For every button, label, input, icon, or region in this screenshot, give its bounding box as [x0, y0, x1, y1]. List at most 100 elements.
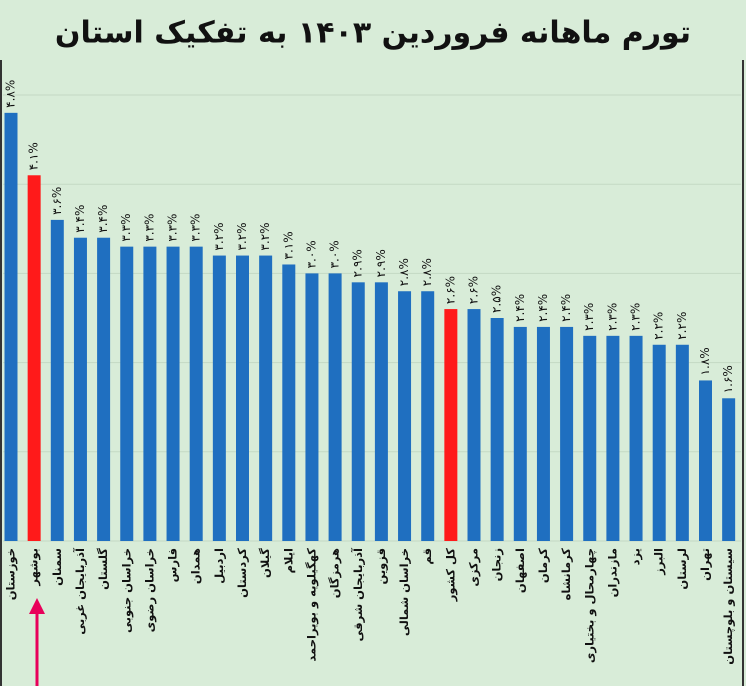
x-tick-label: خوزستان: [4, 548, 19, 600]
x-tick-label: مرکزی: [467, 548, 481, 587]
value-label: ۲.۹%: [374, 249, 388, 277]
value-label: ۱.۶%: [721, 365, 735, 393]
x-tick-label: آذربایجان غربی: [73, 547, 87, 635]
value-label: ۲.۳%: [629, 303, 643, 331]
bar: [629, 335, 643, 541]
bar: [490, 318, 504, 541]
value-label: ۳.۳%: [142, 214, 156, 242]
x-tick-label: کل کشور: [443, 548, 458, 602]
x-tick-label: فارس: [166, 548, 180, 582]
value-label: ۳.۰%: [328, 240, 342, 268]
bar: [189, 246, 203, 541]
bar: [421, 291, 435, 541]
bar: [212, 255, 226, 541]
x-tick-label: مازندران: [605, 548, 619, 597]
bar: [27, 175, 41, 541]
value-label: ۲.۸%: [397, 258, 411, 286]
value-label: ۳.۲%: [235, 222, 249, 250]
x-tick-label: خراسان شمالی: [397, 548, 411, 636]
x-tick-label: آذربایجان شرقی: [351, 547, 365, 642]
bar: [328, 273, 342, 541]
bar: [560, 326, 574, 541]
value-label: ۳.۲%: [258, 222, 272, 250]
value-label: ۳.۳%: [119, 214, 133, 242]
value-label: ۳.۶%: [50, 187, 64, 215]
x-tick-label: تهران: [698, 548, 712, 581]
bar: [652, 344, 666, 541]
value-label: ۲.۸%: [420, 258, 434, 286]
x-tick-label: گلستان: [96, 548, 110, 590]
highlight-arrow: [29, 598, 45, 686]
x-tick-label: بوشهر: [27, 548, 42, 587]
x-tick-label: لرستان: [675, 548, 689, 590]
x-tick-label: قزوین: [374, 548, 389, 585]
bar: [120, 246, 134, 541]
bar: [143, 246, 157, 541]
x-tick-label: قم: [420, 548, 434, 565]
x-tick-label: کرمانشاه: [559, 548, 573, 601]
x-tick-label: سیستان و بلوچستان: [721, 548, 736, 665]
bar: [467, 309, 481, 541]
x-tick-label: چهارمحال و بختیاری: [582, 548, 597, 663]
bar: [583, 335, 597, 541]
value-label: ۳.۲%: [212, 222, 226, 250]
bar: [675, 344, 689, 541]
x-tick-label: اصفهان: [513, 548, 527, 593]
value-label: ۲.۶%: [467, 276, 481, 304]
bar: [50, 219, 64, 541]
value-label: ۲.۴%: [513, 294, 527, 322]
value-label: ۱.۸%: [698, 347, 712, 375]
value-label: ۲.۴%: [536, 294, 550, 322]
bar: [398, 291, 412, 541]
value-label: ۳.۰%: [304, 240, 318, 268]
bar: [97, 237, 111, 541]
value-label: ۴.۱%: [27, 142, 41, 170]
bar: [699, 380, 712, 541]
value-label: ۲.۵%: [490, 285, 504, 313]
x-tick-label: همدان: [189, 548, 203, 584]
x-tick-label: سمنان: [50, 548, 64, 586]
x-tick-label: یزد: [629, 548, 643, 565]
bar: [536, 326, 550, 541]
bar: [73, 237, 87, 541]
x-tick-label: زنجان: [490, 548, 504, 581]
value-label: ۳.۴%: [96, 205, 110, 233]
x-tick-label: کرمان: [536, 548, 550, 583]
x-tick-label: کهگیلویه و بویراحمد: [304, 548, 319, 662]
bar: [305, 273, 319, 541]
x-tick-label: البرز: [652, 548, 666, 576]
bar: [722, 398, 736, 541]
value-label: ۳.۳%: [189, 214, 203, 242]
bar: [606, 335, 620, 541]
x-tick-label: کردستان: [235, 548, 249, 598]
x-tick-label: گیلان: [258, 548, 272, 578]
bar: [374, 282, 388, 541]
value-label: ۲.۲%: [652, 312, 666, 340]
value-label: ۳.۳%: [166, 214, 180, 242]
arrow-head: [29, 598, 45, 614]
value-label: ۲.۹%: [351, 249, 365, 277]
x-tick-label: اردبیل: [212, 548, 226, 584]
bar: [282, 264, 296, 541]
x-tick-label: خراسان جنوبی: [119, 548, 134, 633]
chart-title: تورم ماهانه فروردین ۱۴۰۳ به تفکیک استان: [55, 16, 691, 51]
value-label: ۲.۴%: [559, 294, 573, 322]
value-label: ۲.۶%: [443, 276, 457, 304]
x-tick-label: ایلام: [281, 548, 295, 573]
bar: [166, 246, 180, 541]
bar: [444, 309, 458, 541]
bar: [236, 255, 249, 541]
x-tick-label: خراسان رضوی: [142, 548, 157, 632]
bar: [4, 112, 18, 541]
x-tick-label: هرمزگان: [328, 548, 342, 598]
value-label: ۲.۳%: [582, 303, 596, 331]
value-label: ۴.۸%: [4, 80, 18, 108]
value-label: ۳.۴%: [73, 205, 87, 233]
value-label: ۲.۲%: [675, 312, 689, 340]
bar: [351, 282, 365, 541]
bar: [259, 255, 273, 541]
bar: [513, 326, 527, 541]
value-label: ۳.۱%: [281, 231, 295, 259]
value-label: ۲.۳%: [605, 303, 619, 331]
